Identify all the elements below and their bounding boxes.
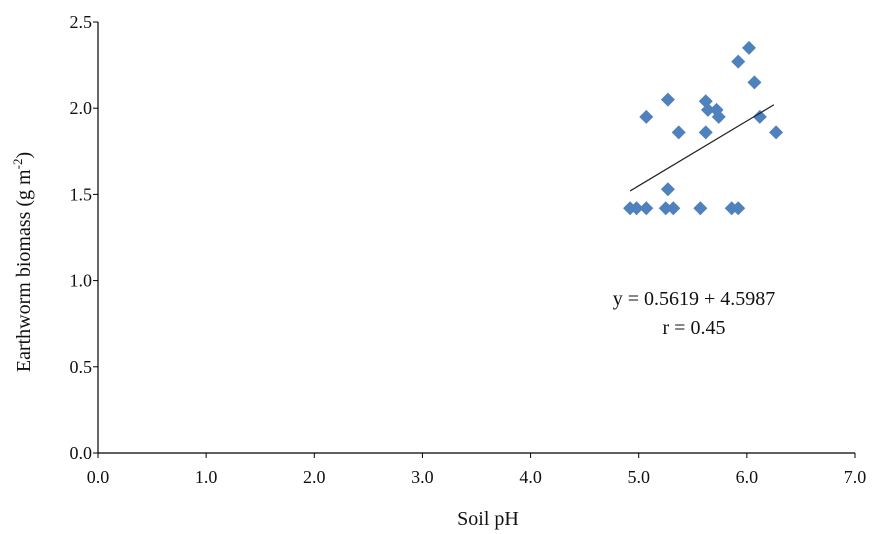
trend-line	[629, 104, 775, 192]
x-tick-label: 2.0	[303, 467, 326, 487]
y-tick-label: 1.0	[70, 271, 93, 291]
data-point	[658, 201, 673, 216]
x-axis-title: Soil pH	[457, 508, 519, 530]
data-point	[769, 125, 784, 140]
data-point	[629, 201, 644, 216]
data-point	[660, 92, 675, 107]
equation-annotation: y = 0.5619 + 4.5987	[613, 288, 776, 310]
x-ticks: 0.0 1.0 2.0 3.0 4.0 5.0 6.0 7.0	[87, 453, 867, 487]
data-point	[747, 75, 762, 90]
x-tick-label: 0.0	[87, 467, 110, 487]
data-point	[666, 201, 681, 216]
data-point	[698, 125, 713, 140]
data-point	[639, 201, 654, 216]
data-point	[660, 182, 675, 197]
y-axis-title-close: )	[13, 152, 35, 159]
y-tick-label: 1.5	[70, 184, 93, 204]
y-tick-label: 2.5	[70, 12, 93, 32]
x-tick-label: 3.0	[411, 467, 434, 487]
axes	[97, 22, 855, 454]
data-point	[639, 109, 654, 124]
x-tick-label: 7.0	[844, 467, 867, 487]
data-point	[742, 40, 757, 55]
x-tick-label: 6.0	[736, 467, 759, 487]
x-tick-label: 5.0	[627, 467, 650, 487]
data-point	[671, 125, 686, 140]
y-tick-label: 0.0	[70, 443, 93, 463]
data-point	[700, 102, 715, 117]
x-tick-label: 1.0	[195, 467, 218, 487]
data-point	[711, 109, 726, 124]
y-axis-title-main: Earthworm biomass (g m	[13, 169, 35, 372]
data-point	[693, 201, 708, 216]
data-point	[731, 54, 746, 69]
data-point	[731, 201, 746, 216]
y-tick-label: 0.5	[70, 357, 93, 377]
data-points	[623, 40, 784, 216]
y-axis-title-superscript: -2	[10, 159, 25, 170]
y-ticks: 0.0 0.5 1.0 1.5 2.0 2.5	[70, 12, 98, 463]
y-axis-title: Earthworm biomass (g m-2)	[10, 152, 35, 372]
data-point	[752, 109, 767, 124]
y-tick-label: 2.0	[70, 98, 93, 118]
r-value-annotation: r = 0.45	[663, 317, 726, 339]
x-tick-label: 4.0	[519, 467, 542, 487]
